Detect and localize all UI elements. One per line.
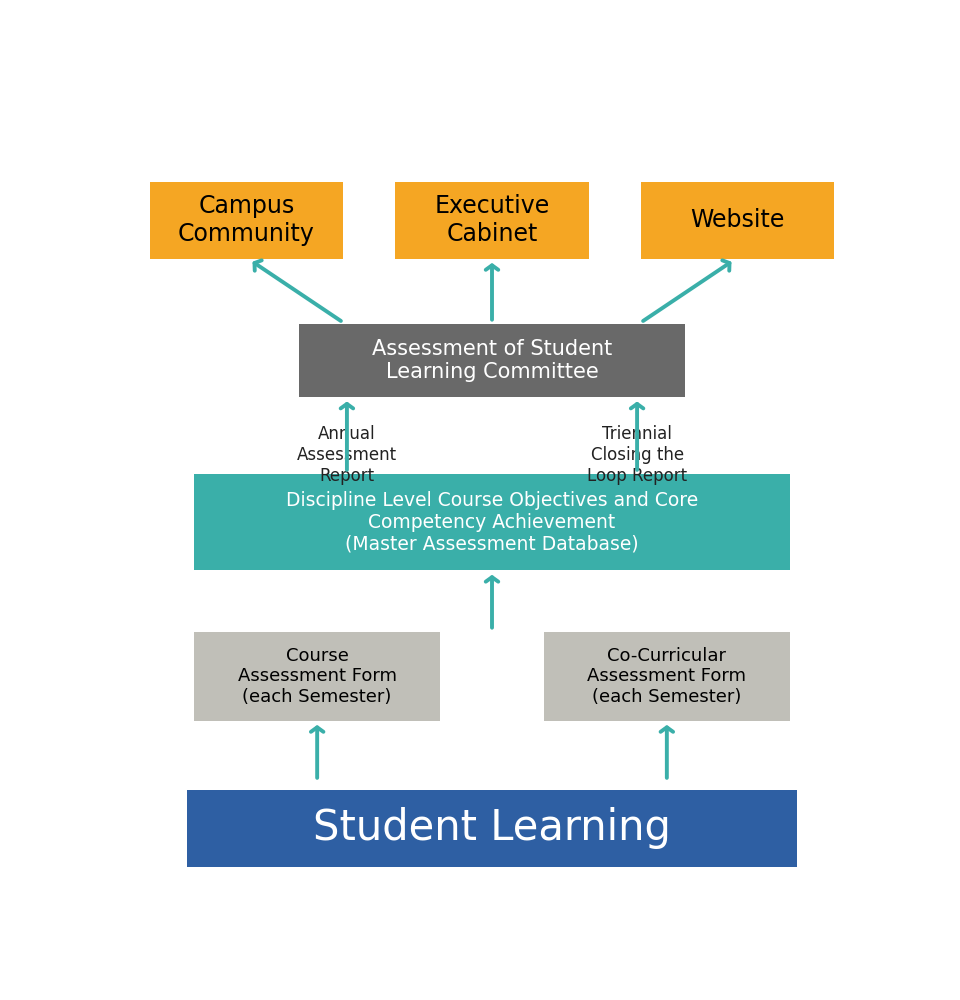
FancyBboxPatch shape <box>187 790 797 867</box>
FancyBboxPatch shape <box>641 182 834 259</box>
FancyBboxPatch shape <box>194 632 440 721</box>
FancyBboxPatch shape <box>544 632 789 721</box>
Text: Website: Website <box>690 208 784 232</box>
Text: Course
Assessment Form
(each Semester): Course Assessment Form (each Semester) <box>238 647 396 706</box>
Text: Annual
Assessment
Report: Annual Assessment Report <box>297 425 397 485</box>
FancyBboxPatch shape <box>396 182 588 259</box>
FancyBboxPatch shape <box>194 474 789 570</box>
Text: Triennial
Closing the
Loop Report: Triennial Closing the Loop Report <box>587 425 687 485</box>
FancyBboxPatch shape <box>150 182 344 259</box>
FancyBboxPatch shape <box>299 324 685 397</box>
Text: Campus
Community: Campus Community <box>178 194 315 246</box>
Text: Discipline Level Course Objectives and Core
Competency Achievement
(Master Asses: Discipline Level Course Objectives and C… <box>286 491 698 554</box>
Text: Co-Curricular
Assessment Form
(each Semester): Co-Curricular Assessment Form (each Seme… <box>588 647 746 706</box>
Text: Student Learning: Student Learning <box>313 807 671 849</box>
Text: Assessment of Student
Learning Committee: Assessment of Student Learning Committee <box>372 339 612 382</box>
Text: Executive
Cabinet: Executive Cabinet <box>434 194 550 246</box>
